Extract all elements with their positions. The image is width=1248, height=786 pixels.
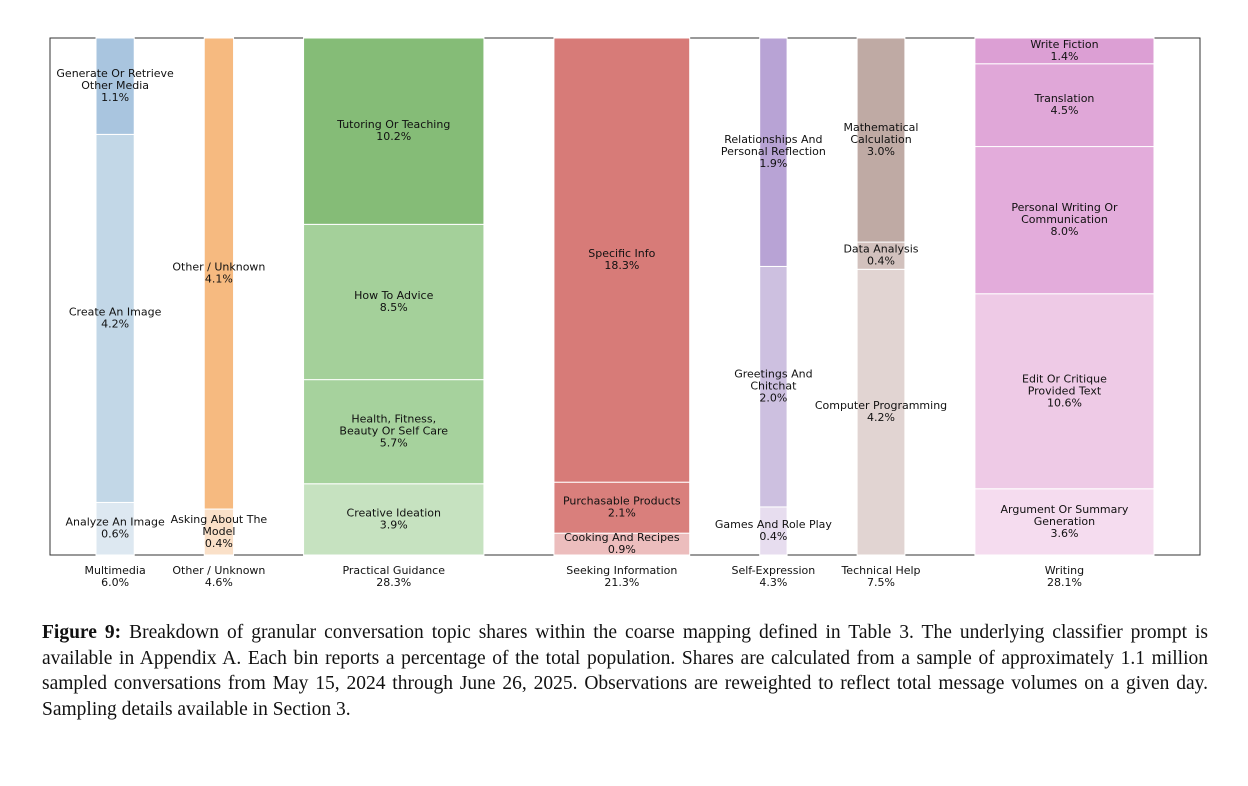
group-label: Seeking Information: [566, 564, 677, 577]
segment-value-label: 3.0%: [867, 145, 895, 158]
segment-value-label: 0.6%: [101, 528, 129, 541]
segment-value-label: 1.1%: [101, 91, 129, 104]
group-value-label: 6.0%: [101, 576, 129, 589]
segment-value-label: 3.9%: [380, 518, 408, 531]
group-value-label: 28.3%: [376, 576, 411, 589]
group-label: Other / Unknown: [172, 564, 265, 577]
group-value-label: 21.3%: [604, 576, 639, 589]
segment: [759, 265, 788, 508]
segment-label: Health, Fitness, Beauty Or Self Care: [339, 413, 448, 438]
segment-label: Personal Writing Or Communication: [1011, 201, 1118, 226]
group-value-label: 4.6%: [205, 576, 233, 589]
group-value-label: 28.1%: [1047, 576, 1082, 589]
segment-label: Cooking And Recipes: [564, 531, 680, 544]
segment: [974, 63, 1155, 148]
segment-value-label: 10.6%: [1047, 396, 1082, 409]
segment-label: How To Advice: [354, 289, 433, 302]
segment-label: Computer Programming: [815, 399, 947, 412]
segment-value-label: 0.4%: [759, 530, 787, 543]
segment-label: Analyze An Image: [65, 516, 165, 529]
segment-value-label: 2.1%: [608, 507, 636, 520]
segment-label: Creative Ideation: [347, 506, 441, 519]
caption-text: Breakdown of granular conversation topic…: [42, 622, 1208, 720]
group-value-label: 4.3%: [759, 576, 787, 589]
segment: [553, 37, 691, 483]
segment: [974, 488, 1155, 556]
segment-value-label: 5.7%: [380, 437, 408, 450]
segment: [974, 293, 1155, 490]
group-value-label: 7.5%: [867, 576, 895, 589]
group-label: Practical Guidance: [342, 564, 445, 577]
segment: [303, 483, 485, 556]
caption: Figure 9: Breakdown of granular conversa…: [42, 620, 1208, 722]
segment-label: Mathematical Calculation: [844, 121, 919, 146]
segment-value-label: 4.5%: [1050, 104, 1078, 117]
segment-label: Data Analysis: [843, 243, 918, 256]
group-label: Self-Expression: [732, 564, 816, 577]
segment-label: Specific Info: [588, 247, 655, 260]
segment-label: Argument Or Summary Generation: [1000, 503, 1128, 528]
segment: [974, 37, 1155, 65]
segment-value-label: 10.2%: [376, 130, 411, 143]
segment-label: Relationships And Personal Reflection: [721, 133, 826, 158]
segment-label: Greetings And Chitchat: [734, 368, 812, 393]
segment-label: Write Fiction: [1030, 38, 1098, 51]
segment-label: Edit Or Critique Provided Text: [1022, 372, 1107, 397]
segment-label: Translation: [1033, 92, 1094, 105]
segment: [553, 481, 691, 534]
segment-value-label: 3.6%: [1050, 527, 1078, 540]
segment-value-label: 8.0%: [1050, 225, 1078, 238]
segment-label: Other / Unknown: [172, 261, 265, 274]
segment: [303, 379, 485, 485]
segment-value-label: 0.4%: [867, 255, 895, 268]
segment-label: Create An Image: [69, 305, 162, 318]
segment-label: Generate Or Retrieve Other Media: [56, 67, 174, 92]
segment-value-label: 0.9%: [608, 543, 636, 556]
segment-value-label: 8.5%: [380, 301, 408, 314]
segment-value-label: 4.1%: [205, 273, 233, 286]
group-label: Technical Help: [840, 564, 920, 577]
caption-label: Figure 9:: [42, 622, 122, 643]
segment: [303, 37, 485, 225]
segment: [303, 223, 485, 381]
segment-label: Purchasable Products: [563, 495, 681, 508]
segment: [759, 506, 788, 556]
segment-value-label: 2.0%: [759, 392, 787, 405]
segment-value-label: 1.4%: [1050, 50, 1078, 63]
group-label: Multimedia: [85, 564, 146, 577]
segment-value-label: 4.2%: [101, 317, 129, 330]
segment: [856, 268, 906, 556]
segment-value-label: 18.3%: [604, 259, 639, 272]
segment-label: Games And Role Play: [715, 518, 833, 531]
segment: [759, 37, 788, 267]
segment-value-label: 4.2%: [867, 411, 895, 424]
segment-value-label: 0.4%: [205, 537, 233, 550]
segment: [95, 133, 135, 503]
segment-label: Tutoring Or Teaching: [336, 118, 450, 131]
segment: [856, 37, 906, 243]
segment-value-label: 1.9%: [759, 157, 787, 170]
segment: [203, 37, 235, 510]
segment-label: Asking About The Model: [171, 513, 268, 538]
segment: [974, 146, 1155, 295]
group-label: Writing: [1045, 564, 1084, 577]
segment: [95, 37, 135, 135]
